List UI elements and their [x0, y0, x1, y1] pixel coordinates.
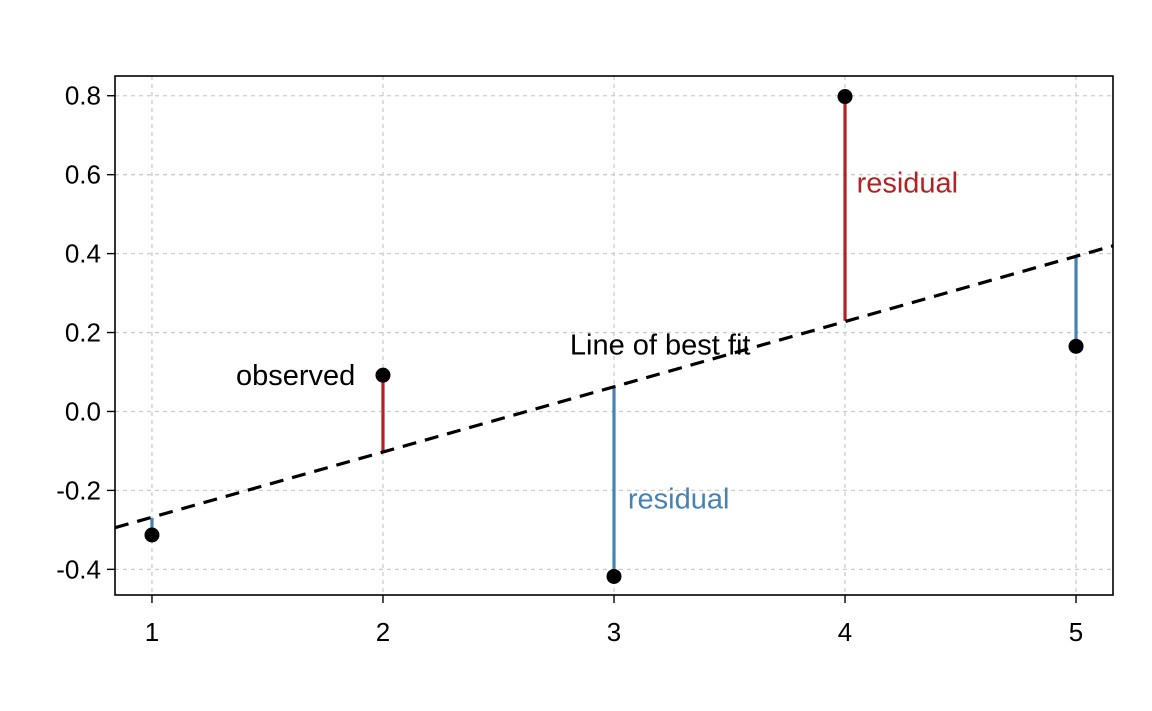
annotation-label: residual — [628, 483, 730, 515]
y-tick-label: 0.2 — [65, 318, 101, 348]
y-tick-label: -0.2 — [56, 475, 101, 505]
fit-line-layer — [114, 244, 1114, 530]
data-point — [144, 527, 160, 543]
data-points — [144, 89, 1084, 584]
y-tick-label: 0.6 — [65, 160, 101, 190]
x-tick-label: 3 — [607, 617, 621, 647]
data-point — [837, 89, 853, 105]
best-fit-line — [114, 244, 1114, 530]
annotation-label: observed — [236, 360, 355, 392]
y-tick-label: 0.4 — [65, 239, 101, 269]
plot-frame — [114, 75, 1114, 596]
annotation-label: residual — [857, 168, 959, 200]
x-tick-label: 1 — [145, 617, 159, 647]
x-tick-label: 5 — [1069, 617, 1083, 647]
annotation-label: Line of best fit — [570, 329, 751, 361]
data-point — [375, 367, 391, 383]
data-point — [1068, 338, 1084, 354]
y-tick-label: -0.4 — [56, 554, 101, 584]
x-tick-label: 4 — [838, 617, 852, 647]
axis-ticks: 1 2 3 4 5 -0.4 -0.2 0.0 0.2 0.4 0.6 0.8 — [56, 81, 1083, 647]
y-tick-label: 0.8 — [65, 81, 101, 111]
data-point — [606, 568, 622, 584]
y-tick-label: 0.0 — [65, 396, 101, 426]
annotations: observed Line of best fit residual residual — [236, 168, 958, 516]
x-tick-label: 2 — [376, 617, 390, 647]
residual-lines — [150, 96, 1078, 577]
